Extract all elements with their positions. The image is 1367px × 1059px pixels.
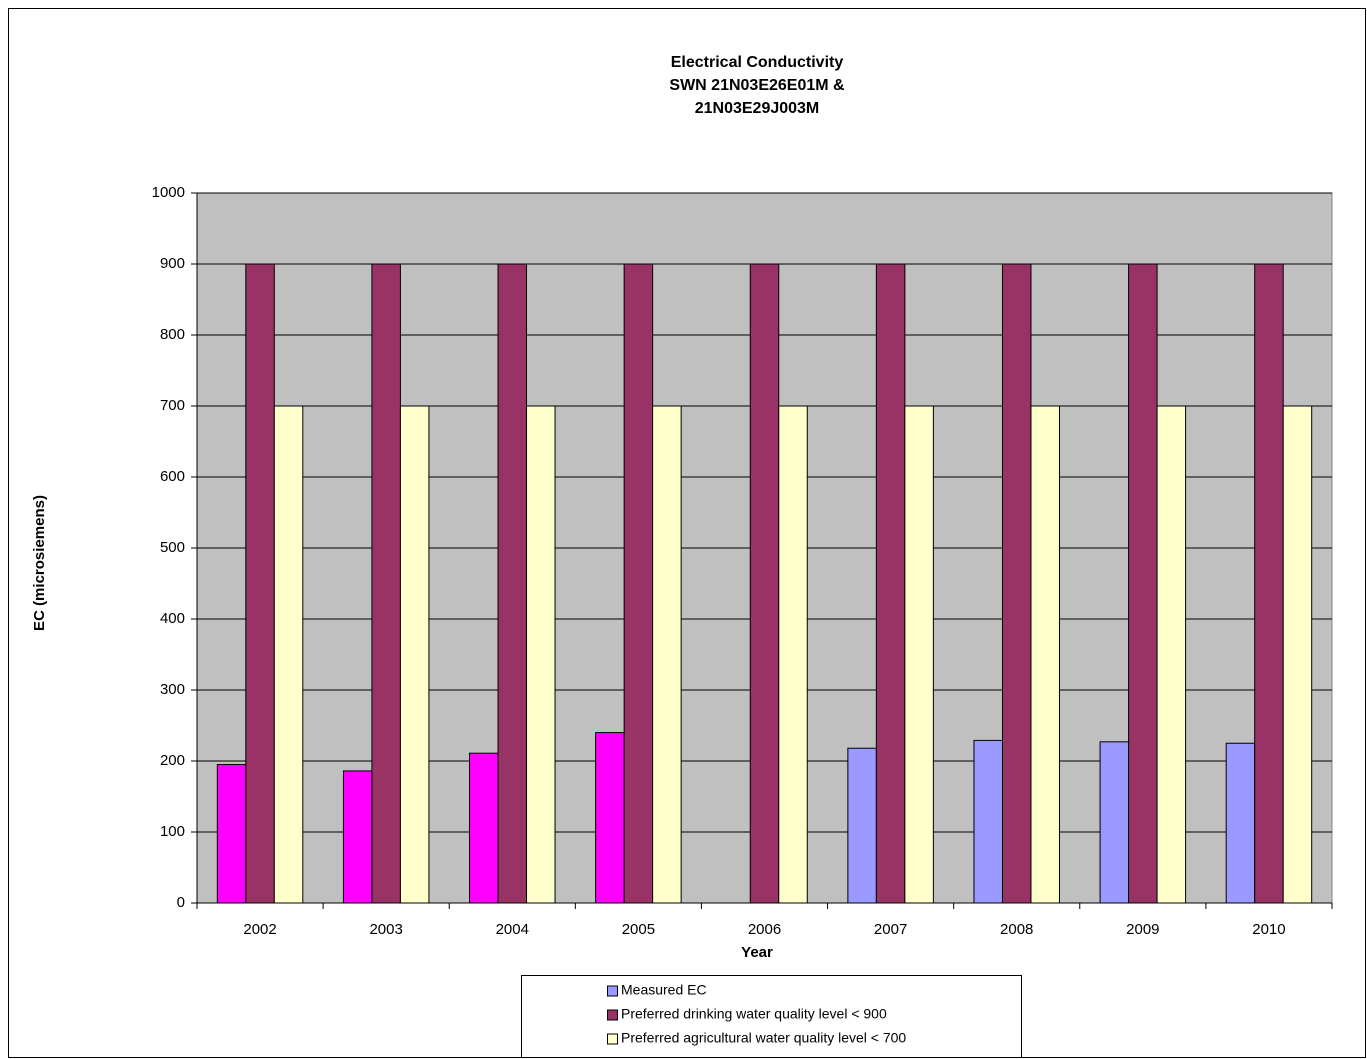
bar bbox=[342, 770, 373, 904]
x-tick-label: 2002 bbox=[243, 921, 276, 938]
x-tick-label: 2005 bbox=[622, 921, 655, 938]
x-tick-label: 2007 bbox=[874, 921, 907, 938]
bar bbox=[371, 263, 401, 904]
bar bbox=[1225, 742, 1256, 904]
bar bbox=[1099, 741, 1130, 904]
bar bbox=[875, 263, 906, 904]
y-tick-label: 300 bbox=[160, 681, 185, 698]
bar bbox=[469, 752, 499, 904]
bar bbox=[1156, 405, 1187, 904]
x-tick-label: 2009 bbox=[1126, 921, 1159, 938]
y-tick-label: 0 bbox=[177, 894, 185, 911]
bar bbox=[1254, 263, 1284, 904]
bar bbox=[526, 405, 556, 904]
x-tick-label: 2003 bbox=[369, 921, 402, 938]
y-tick-label: 800 bbox=[160, 326, 185, 343]
bar bbox=[904, 405, 934, 904]
bar bbox=[652, 405, 682, 904]
bar bbox=[1030, 405, 1060, 904]
legend-swatch bbox=[607, 1009, 618, 1021]
y-axis-title: EC (microsiemens) bbox=[31, 495, 48, 631]
x-tick-label: 2004 bbox=[496, 921, 529, 938]
bar bbox=[778, 405, 808, 904]
legend-label: Preferred agricultural water quality lev… bbox=[621, 1030, 906, 1046]
bar bbox=[595, 732, 625, 904]
y-tick-label: 400 bbox=[160, 610, 185, 627]
y-tick-label: 700 bbox=[160, 397, 185, 414]
bar bbox=[497, 263, 528, 904]
y-tick-label: 500 bbox=[160, 539, 185, 556]
x-axis-title: Year bbox=[741, 944, 773, 961]
chart-title: 21N03E29J003M bbox=[695, 100, 820, 117]
y-tick-label: 1000 bbox=[152, 184, 185, 201]
bar bbox=[623, 263, 654, 904]
bar bbox=[399, 405, 430, 904]
y-tick-label: 900 bbox=[160, 255, 185, 272]
bar bbox=[749, 263, 780, 904]
bar bbox=[245, 263, 275, 904]
legend-swatch bbox=[607, 1033, 618, 1045]
legend-swatch bbox=[607, 985, 618, 997]
bar bbox=[1128, 263, 1158, 904]
bar bbox=[973, 739, 1003, 904]
bar bbox=[1001, 263, 1032, 904]
legend-label: Preferred drinking water quality level <… bbox=[621, 1006, 887, 1022]
y-tick-label: 600 bbox=[160, 468, 185, 485]
bar bbox=[1282, 405, 1313, 904]
chart-title: Electrical Conductivity bbox=[671, 54, 844, 71]
bar bbox=[273, 405, 304, 904]
y-tick-label: 100 bbox=[160, 823, 185, 840]
y-tick-label: 200 bbox=[160, 752, 185, 769]
legend-label: Measured EC bbox=[621, 982, 707, 998]
legend bbox=[521, 975, 1022, 1058]
x-tick-label: 2010 bbox=[1252, 921, 1285, 938]
x-tick-label: 2008 bbox=[1000, 921, 1033, 938]
bar bbox=[216, 764, 247, 904]
chart-title: SWN 21N03E26E01M & bbox=[669, 77, 845, 94]
x-tick-label: 2006 bbox=[748, 921, 781, 938]
bar bbox=[847, 747, 877, 904]
